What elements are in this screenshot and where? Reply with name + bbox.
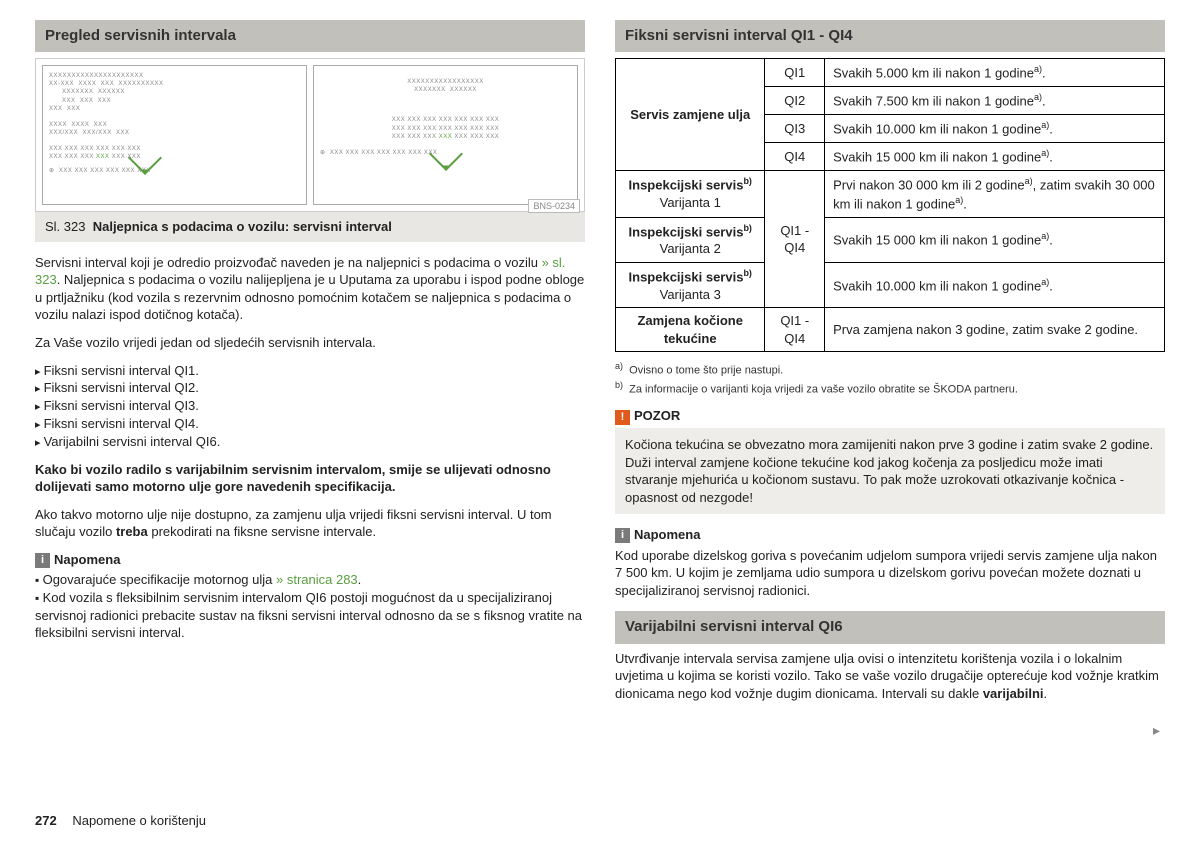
- desc-cell: Svakih 15 000 km ili nakon 1 godinea).: [825, 217, 1165, 262]
- inspection-label: Inspekcijski servisb)Varijanta 1: [616, 170, 765, 217]
- footnote-b: b) Za informacije o varijanti koja vrije…: [615, 379, 1165, 398]
- footer-label: Napomene o korištenju: [72, 813, 206, 828]
- fallback-text-bold: treba: [116, 524, 148, 539]
- info-icon: i: [615, 528, 630, 543]
- note-block: i Napomena Kod uporabe dizelskog goriva s…: [615, 526, 1165, 599]
- list-item: Fiksni servisni interval QI1.: [35, 362, 585, 380]
- spec-requirement: Kako bi vozilo radilo s varijabilnim ser…: [35, 461, 585, 496]
- intervals-list: Fiksni servisni interval QI1. Fiksni ser…: [35, 362, 585, 451]
- code-cell: QI1 - QI4: [765, 170, 825, 308]
- page-footer: 272 Napomene o korištenju: [35, 812, 206, 830]
- note-block: i Napomena Ogovarajuće specifikacije moto…: [35, 551, 585, 642]
- warning-block: ! POZOR Kočiona tekućina se obvezatno mor…: [615, 407, 1165, 514]
- intro-text-b: . Naljepnica s podacima o vozilu nalijep…: [35, 272, 584, 322]
- table-row: Zamjena kočione tekućine QI1 - QI4 Prva …: [616, 308, 1165, 352]
- code-cell: QI1 - QI4: [765, 308, 825, 352]
- desc-cell: Svakih 15 000 km ili nakon 1 godinea).: [825, 142, 1165, 170]
- desc-cell: Prvi nakon 30 000 km ili 2 godinea), zat…: [825, 170, 1165, 217]
- caption-title: Naljepnica s podacima o vozilu: servisni…: [93, 219, 392, 234]
- table-footnotes: a) Ovisno o tome što prije nastupi. b) Z…: [615, 360, 1165, 397]
- warning-body: Kočiona tekućina se obvezatno mora zamij…: [615, 428, 1165, 514]
- code-cell: QI1: [765, 59, 825, 87]
- brake-fluid-label: Zamjena kočione tekućine: [616, 308, 765, 352]
- continue-arrow-icon: ▸: [1153, 721, 1160, 740]
- inspection-label: Inspekcijski servisb)Varijanta 2: [616, 217, 765, 262]
- var-text-a: Utvrđivanje intervala servisa zamjene ul…: [615, 651, 1159, 701]
- warning-icon: !: [615, 410, 630, 425]
- warning-head: ! POZOR: [615, 407, 1165, 425]
- var-text-c: .: [1044, 686, 1048, 701]
- oil-service-label: Servis zamjene ulja: [616, 59, 765, 171]
- code-cell: QI4: [765, 142, 825, 170]
- figure-wrap: XXXXXXXXXXXXXXXXXXXXX XX-XXX XXXX XXX XX…: [35, 58, 585, 212]
- code-cell: QI3: [765, 115, 825, 143]
- note-body: Kod uporabe dizelskog goriva s povećanim…: [615, 547, 1165, 600]
- figure-id: BNS-0234: [528, 199, 580, 213]
- note-title: Napomena: [54, 552, 120, 567]
- note-head: i Napomena: [35, 551, 585, 569]
- note-bullets: Ogovarajuće specifikacije motornog ulja …: [35, 571, 585, 641]
- intervals-lead: Za Vaše vozilo vrijedi jedan od sljedeći…: [35, 334, 585, 352]
- inspection-label: Inspekcijski servisb)Varijanta 3: [616, 262, 765, 307]
- page-number: 272: [35, 813, 57, 828]
- fallback-paragraph: Ako takvo motorno ulje nije dostupno, za…: [35, 506, 585, 541]
- section-heading-fixed: Fiksni servisni interval QI1 - QI4: [615, 20, 1165, 52]
- note-text-b: .: [358, 572, 362, 587]
- desc-cell: Svakih 7.500 km ili nakon 1 godinea).: [825, 87, 1165, 115]
- left-column: Pregled servisnih intervala XXXXXXXXXXXX…: [35, 20, 585, 830]
- info-icon: i: [35, 553, 50, 568]
- var-text-bold: varijabilni: [983, 686, 1044, 701]
- list-item: Fiksni servisni interval QI4.: [35, 415, 585, 433]
- desc-cell: Svakih 10.000 km ili nakon 1 godinea).: [825, 115, 1165, 143]
- figure-arrow-icon: [429, 137, 463, 171]
- code-cell: QI2: [765, 87, 825, 115]
- desc-cell: Prva zamjena nakon 3 godine, zatim svake…: [825, 308, 1165, 352]
- figure-label-left: XXXXXXXXXXXXXXXXXXXXX XX-XXX XXXX XXX XX…: [42, 65, 307, 205]
- intro-text-a: Servisni interval koji je odredio proizv…: [35, 255, 542, 270]
- footnote-a: a) Ovisno o tome što prije nastupi.: [615, 360, 1165, 379]
- fallback-text-c: prekodirati na fiksne servisne intervale…: [148, 524, 376, 539]
- desc-cell: Svakih 10.000 km ili nakon 1 godinea).: [825, 262, 1165, 307]
- warning-title: POZOR: [634, 408, 680, 423]
- section-heading-variable: Varijabilni servisni interval QI6: [615, 611, 1165, 643]
- note-text-a: Ogovarajuće specifikacije motornog ulja: [43, 572, 276, 587]
- list-item: Fiksni servisni interval QI2.: [35, 379, 585, 397]
- desc-cell: Svakih 5.000 km ili nakon 1 godinea).: [825, 59, 1165, 87]
- table-row: Inspekcijski servisb)Varijanta 1 QI1 - Q…: [616, 170, 1165, 217]
- table-row: Inspekcijski servisb)Varijanta 3 Svakih …: [616, 262, 1165, 307]
- figure-caption: Sl. 323 Naljepnica s podacima o vozilu: …: [35, 212, 585, 242]
- list-item: Varijabilni servisni interval QI6.: [35, 433, 585, 451]
- service-table: Servis zamjene ulja QI1 Svakih 5.000 km …: [615, 58, 1165, 352]
- list-item: Fiksni servisni interval QI3.: [35, 397, 585, 415]
- page-ref-link[interactable]: » stranica 283: [276, 572, 358, 587]
- table-row: Servis zamjene ulja QI1 Svakih 5.000 km …: [616, 59, 1165, 87]
- list-item: Kod vozila s fleksibilnim servisnim inte…: [35, 589, 585, 642]
- section-heading-overview: Pregled servisnih intervala: [35, 20, 585, 52]
- figure-label-right: XXXXXXXXXXXXXXXXX XXXXXXX XXXXXX XXX XXX…: [313, 65, 578, 205]
- intro-paragraph: Servisni interval koji je odredio proizv…: [35, 254, 585, 324]
- note-head: i Napomena: [615, 526, 1165, 544]
- note-title: Napomena: [634, 527, 700, 542]
- variable-paragraph: Utvrđivanje intervala servisa zamjene ul…: [615, 650, 1165, 703]
- caption-prefix: Sl. 323: [45, 219, 85, 234]
- right-column: Fiksni servisni interval QI1 - QI4 Servi…: [615, 20, 1165, 830]
- list-item: Ogovarajuće specifikacije motornog ulja …: [35, 571, 585, 589]
- table-row: Inspekcijski servisb)Varijanta 2 Svakih …: [616, 217, 1165, 262]
